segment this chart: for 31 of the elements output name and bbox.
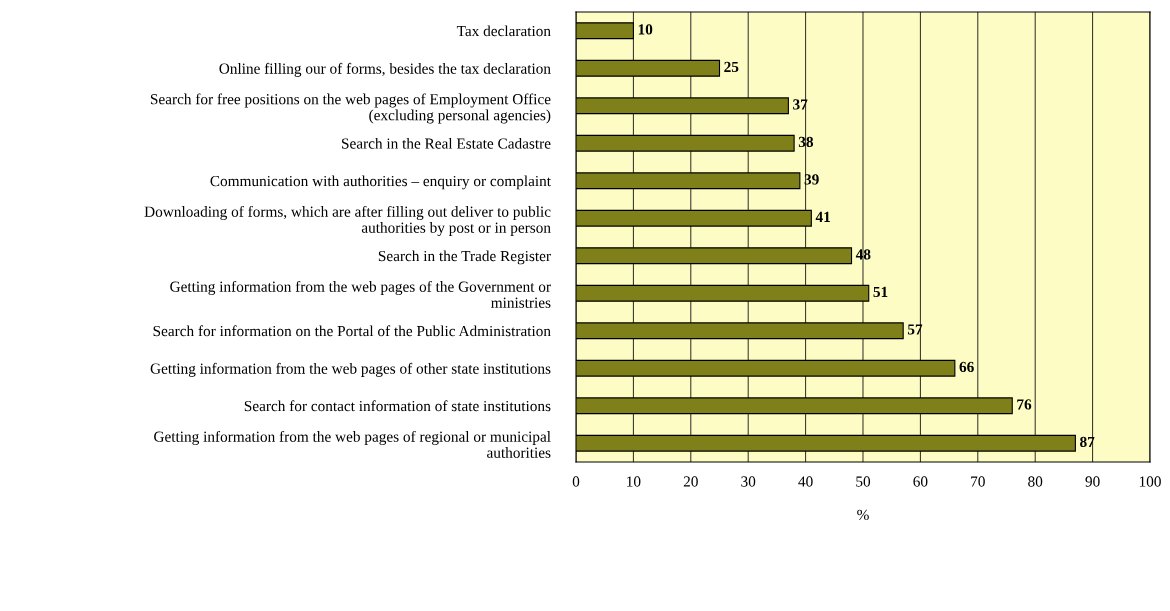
y-tick-label: Getting information from the web pages of other state institutions xyxy=(150,362,551,377)
y-tick-label: Getting information from the web pages of the Government or ministries xyxy=(170,280,551,308)
x-tick-label: 50 xyxy=(856,476,871,487)
y-tick-label: Tax declaration xyxy=(456,25,551,37)
data-label: 48 xyxy=(855,249,871,260)
data-label: 76 xyxy=(1017,399,1032,410)
y-tick-label: Search for free positions on the web pages of Employment Office (excluding personal agencies) xyxy=(150,93,551,124)
data-label: 25 xyxy=(724,61,739,73)
x-tick-label: 40 xyxy=(798,476,813,487)
y-tick-label: Downloading of forms, which are after filling out deliver to public authorities by post or in person xyxy=(144,205,551,236)
x-tick-label: 20 xyxy=(683,476,698,487)
x-tick-label: 60 xyxy=(913,476,928,487)
y-tick-label: Search in the Real Estate Cadastre xyxy=(342,137,551,149)
x-tick-label: 0 xyxy=(572,476,580,487)
y-tick-label: Search in the Trade Register xyxy=(378,250,551,265)
y-tick-label: Online filling our of forms, besides the tax declaration xyxy=(219,62,551,77)
x-axis-title: % xyxy=(857,509,869,520)
y-tick-label: Search for information on the Portal of the Public Administration xyxy=(153,325,551,337)
data-label: 51 xyxy=(873,286,888,298)
data-label: 66 xyxy=(959,361,974,373)
x-tick-label: 90 xyxy=(1085,476,1100,487)
x-tick-label: 70 xyxy=(971,476,985,487)
x-tick-label: 10 xyxy=(627,476,641,487)
y-tick-label: Search for contact information of state institutions xyxy=(244,400,551,412)
y-tick-label: Getting information from the web pages of regional or municipal authorities xyxy=(154,430,551,458)
x-tick-label: 30 xyxy=(741,476,756,487)
x-tick-label: 80 xyxy=(1028,476,1043,487)
x-tick-label: 100 xyxy=(1139,476,1161,487)
y-tick-label: Communication with authorities – enquiry or complaint xyxy=(210,175,551,190)
data-label: 41 xyxy=(815,211,830,222)
data-label: 10 xyxy=(638,24,653,35)
